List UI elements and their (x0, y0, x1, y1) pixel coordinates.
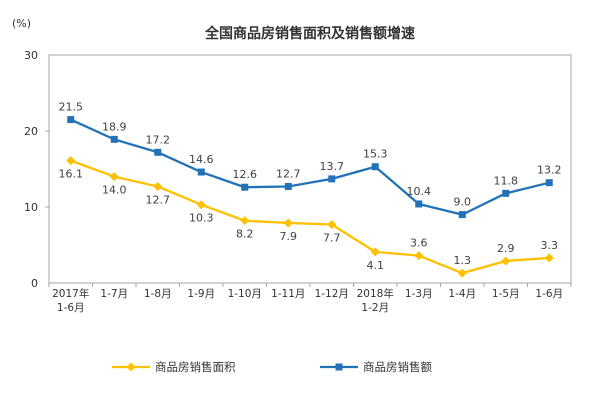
data-label: 7.7 (323, 231, 341, 244)
x-tick-label: 1-4月 (448, 288, 476, 300)
square-marker-icon (284, 182, 292, 190)
data-label: 10.3 (189, 212, 214, 225)
data-label: 14.6 (189, 153, 214, 166)
square-marker-icon (110, 135, 118, 143)
data-label: 17.2 (146, 133, 171, 146)
x-tick-label: 2017年 (52, 287, 89, 300)
diamond-marker-icon (457, 268, 467, 278)
data-label: 8.2 (236, 228, 254, 241)
diamond-marker-icon (196, 200, 206, 210)
x-tick-label: 2018年 (357, 287, 394, 300)
square-marker-icon (328, 175, 336, 183)
data-label: 16.1 (59, 168, 84, 181)
data-label: 11.8 (494, 174, 519, 187)
data-label: 12.7 (146, 193, 171, 206)
legend-label-sales-amount: 商品房销售额 (363, 360, 432, 374)
data-label: 21.5 (59, 101, 84, 114)
diamond-marker-icon (501, 256, 511, 266)
x-tick-label: 1-6月 (535, 288, 563, 300)
series-line (70, 159, 550, 275)
series-line (70, 118, 550, 216)
diamond-marker-icon (414, 251, 424, 261)
square-marker-icon (67, 116, 75, 124)
data-label: 12.7 (276, 167, 301, 180)
data-label: 14.0 (102, 184, 127, 197)
y-tick-label: 20 (24, 125, 38, 138)
x-tick-label: 1-12月 (315, 288, 349, 300)
x-tick-label: 1-11月 (271, 288, 305, 300)
data-label: 12.6 (233, 168, 258, 181)
data-label: 1.3 (454, 254, 472, 267)
diamond-marker-icon (283, 218, 293, 228)
x-tick-label: 1-6月 (57, 302, 85, 314)
x-tick-label: 1-2月 (361, 302, 389, 314)
legend-label-sales-area: 商品房销售面积 (155, 360, 236, 374)
plot-area: 0 10 20 30 2017年 1-6月 1-7月 1-8月 1-9月 1-10月 1-11月 1-… (24, 49, 572, 314)
square-marker-icon (371, 163, 379, 171)
data-label: 15.3 (363, 148, 388, 161)
square-marker-icon (335, 363, 343, 371)
square-marker-icon (154, 148, 162, 156)
legend: 商品房销售面积 商品房销售额 (112, 360, 432, 374)
legend-item-sales-amount: 商品房销售额 (320, 360, 432, 374)
y-tick-label: 10 (24, 201, 38, 214)
x-tick-label: 1-3月 (405, 288, 433, 300)
y-tick-label: 0 (31, 277, 38, 290)
x-tick-label: 1-8月 (144, 288, 172, 300)
diamond-marker-icon (544, 253, 554, 263)
x-tick-label: 1-10月 (228, 288, 262, 300)
diamond-marker-icon (126, 362, 136, 372)
data-label: 9.0 (454, 196, 472, 209)
diamond-marker-icon (109, 172, 119, 182)
square-marker-icon (458, 211, 466, 219)
square-marker-icon (197, 168, 205, 176)
y-axis-unit-label: (%) (12, 17, 31, 30)
square-marker-icon (545, 179, 553, 187)
data-label: 3.6 (410, 237, 428, 250)
chart-title: 全国商品房销售面积及销售额增速 (204, 25, 415, 42)
diamond-marker-icon (240, 216, 250, 226)
x-tick-label: 1-5月 (492, 288, 520, 300)
data-label: 18.9 (102, 120, 127, 133)
diamond-marker-icon (153, 181, 163, 191)
data-label: 7.9 (280, 230, 298, 243)
data-label: 10.4 (407, 185, 432, 198)
x-tick-label: 1-9月 (187, 288, 215, 300)
data-label: 3.3 (541, 239, 559, 252)
diamond-marker-icon (327, 219, 337, 229)
y-tick-label: 30 (24, 49, 38, 62)
diamond-marker-icon (370, 247, 380, 257)
square-marker-icon (241, 183, 249, 191)
square-marker-icon (415, 200, 423, 208)
data-label: 13.2 (537, 164, 562, 177)
diamond-marker-icon (66, 156, 76, 166)
plot-border (48, 54, 572, 284)
data-label: 2.9 (497, 242, 515, 255)
data-label: 4.1 (367, 259, 385, 272)
square-marker-icon (502, 189, 510, 197)
legend-item-sales-area: 商品房销售面积 (112, 360, 236, 374)
x-tick-label: 1-7月 (100, 288, 128, 300)
data-label: 13.7 (320, 160, 345, 173)
